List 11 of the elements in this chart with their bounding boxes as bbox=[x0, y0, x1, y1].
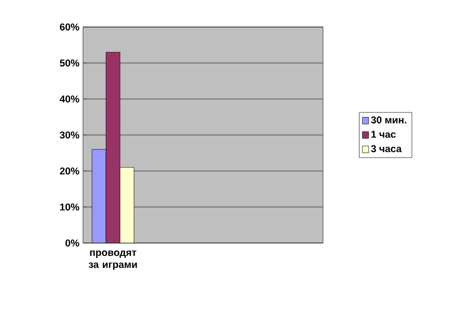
y-tick-label: 10% bbox=[60, 203, 80, 211]
x-tick-label: проводят за играми bbox=[88, 250, 137, 270]
legend-label: 30 мин. bbox=[371, 116, 406, 124]
y-tick-label: 40% bbox=[60, 95, 80, 103]
legend-label: 3 часа bbox=[371, 145, 402, 152]
y-tick-label: 0% bbox=[65, 239, 80, 247]
y-tick-label: 50% bbox=[60, 59, 80, 67]
y-tick-label: 60% bbox=[60, 23, 80, 31]
y-tick-label: 20% bbox=[60, 167, 80, 175]
legend-label: 1 час bbox=[371, 130, 396, 138]
y-tick-label: 30% bbox=[60, 131, 80, 139]
